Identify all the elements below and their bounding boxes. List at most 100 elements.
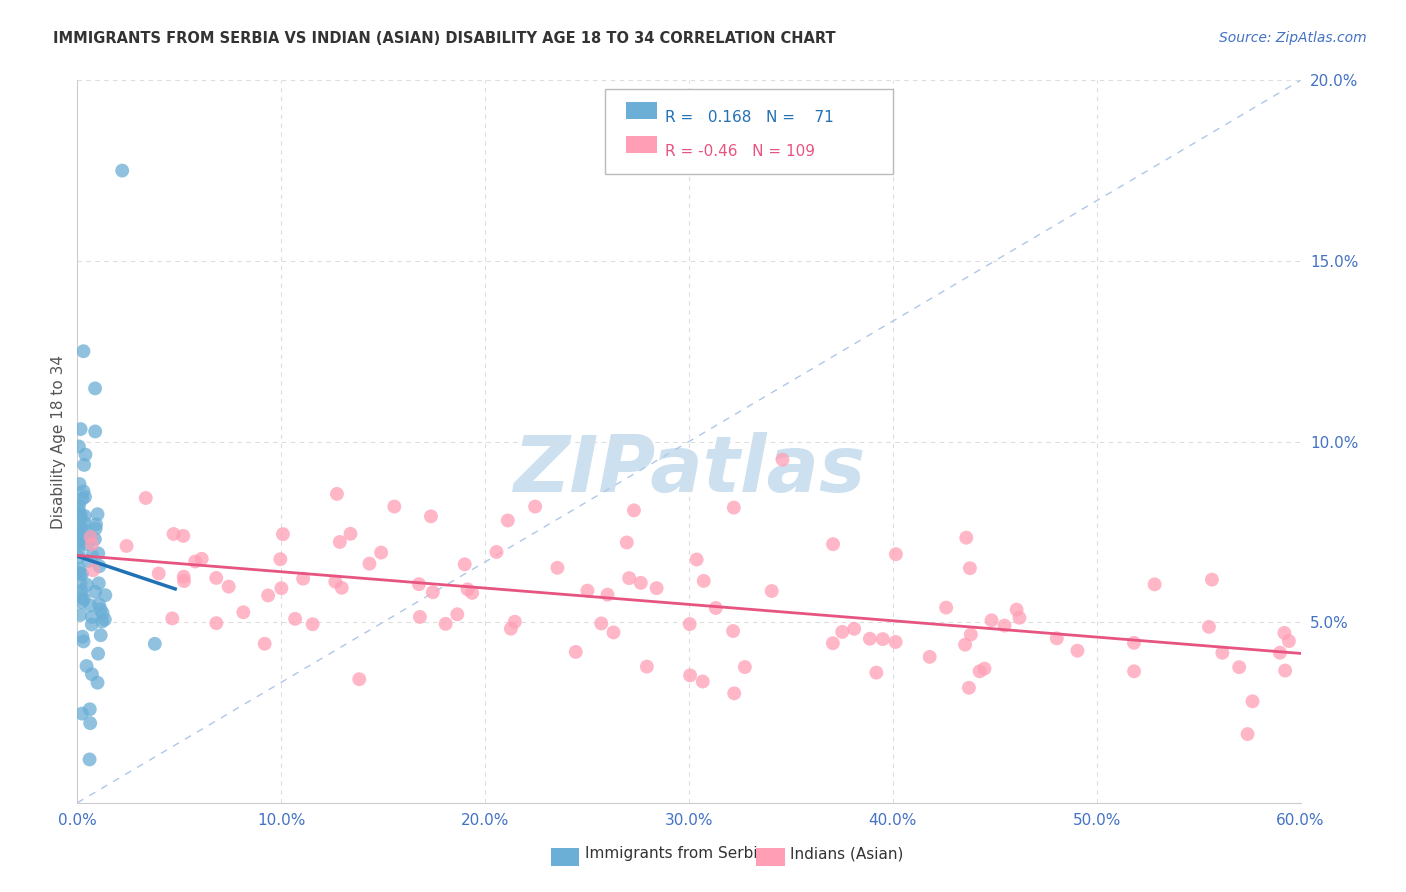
Point [67, 550, 90, 565]
Point [67, 544, 90, 558]
Point [1008, 611, 1031, 625]
Point [75, 448, 97, 462]
Point [84, 381, 107, 395]
Point [73, 490, 96, 504]
Point [591, 616, 613, 631]
Point [69, 422, 91, 436]
Point [232, 605, 254, 619]
Point [993, 618, 1015, 632]
Point [457, 582, 479, 597]
Point [162, 611, 184, 625]
Point [623, 503, 645, 517]
Point [172, 529, 194, 543]
Point [70, 583, 93, 598]
Point [1198, 620, 1220, 634]
Point [723, 686, 745, 700]
Point [94, 612, 117, 626]
Point [72, 630, 94, 644]
Text: Source: ZipAtlas.com: Source: ZipAtlas.com [1219, 31, 1367, 45]
Point [772, 452, 794, 467]
Point [959, 561, 981, 575]
Point [87, 576, 110, 591]
Point [980, 613, 1002, 627]
Text: IMMIGRANTS FROM SERBIA VS INDIAN (ASIAN) DISABILITY AGE 18 TO 34 CORRELATION CHA: IMMIGRANTS FROM SERBIA VS INDIAN (ASIAN)… [53, 31, 837, 46]
Point [69, 510, 91, 524]
Y-axis label: Disability Age 18 to 34: Disability Age 18 to 34 [51, 354, 66, 529]
Point [821, 537, 844, 551]
Point [87, 598, 110, 612]
Point [1123, 665, 1146, 679]
Point [844, 622, 866, 636]
Point [1123, 636, 1146, 650]
Point [135, 491, 157, 505]
Point [957, 681, 980, 695]
Point [79, 702, 101, 716]
Text: ZIPatlas: ZIPatlas [513, 433, 865, 508]
Point [76, 537, 98, 551]
Point [67, 528, 90, 542]
Point [70, 595, 93, 609]
Point [205, 571, 228, 585]
Point [636, 659, 658, 673]
Point [679, 617, 702, 632]
Point [370, 545, 392, 559]
Point [565, 645, 588, 659]
Point [218, 580, 240, 594]
Point [148, 566, 170, 581]
Point [918, 649, 941, 664]
Point [79, 530, 101, 544]
Point [1066, 643, 1088, 657]
Point [70, 566, 93, 581]
Point [69, 607, 91, 622]
Point [721, 624, 744, 638]
Point [143, 637, 166, 651]
Point [72, 344, 94, 359]
Point [693, 574, 716, 588]
Point [419, 509, 441, 524]
Point [734, 660, 756, 674]
Point [67, 502, 90, 516]
Point [87, 546, 110, 560]
Point [91, 606, 114, 620]
Point [79, 599, 101, 613]
Point [1278, 634, 1301, 648]
Point [173, 569, 195, 583]
Point [73, 592, 96, 607]
Point [253, 637, 276, 651]
Point [446, 607, 468, 622]
Point [269, 552, 291, 566]
Point [884, 635, 907, 649]
Point [831, 624, 853, 639]
Point [723, 500, 745, 515]
Point [524, 500, 547, 514]
Point [409, 610, 432, 624]
Point [184, 555, 207, 569]
Point [67, 534, 90, 549]
Point [80, 537, 103, 551]
Point [190, 551, 212, 566]
Point [1268, 646, 1291, 660]
Point [73, 508, 96, 523]
Point [86, 507, 108, 521]
Point [953, 638, 976, 652]
Point [77, 554, 100, 568]
Point [205, 616, 228, 631]
Point [80, 667, 103, 681]
Point [75, 531, 97, 545]
Point [485, 545, 508, 559]
Point [422, 585, 444, 599]
Point [1236, 727, 1258, 741]
Point [602, 625, 624, 640]
Point [1274, 664, 1296, 678]
Point [90, 602, 112, 616]
Point [73, 458, 96, 472]
Point [704, 601, 727, 615]
Point [329, 535, 352, 549]
Text: R =   0.168   N =    71: R = 0.168 N = 71 [665, 110, 834, 125]
Point [72, 634, 94, 648]
Point [89, 559, 111, 574]
Point [1211, 646, 1233, 660]
Point [617, 571, 640, 585]
Point [79, 530, 101, 544]
Point [83, 532, 105, 546]
